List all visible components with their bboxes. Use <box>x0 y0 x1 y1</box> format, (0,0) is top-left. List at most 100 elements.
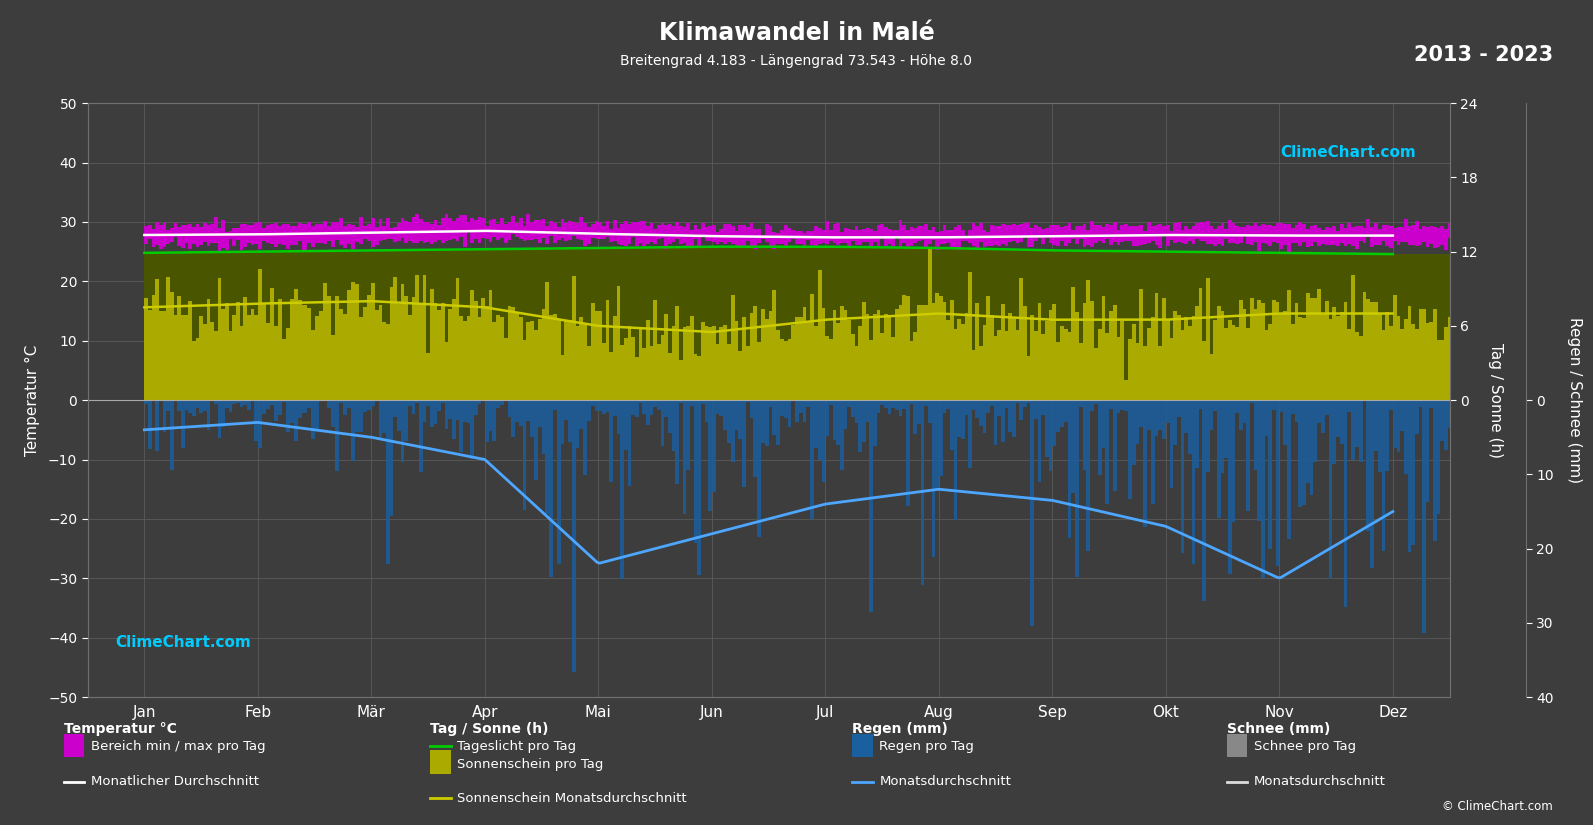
Bar <box>335 296 339 400</box>
Bar <box>258 252 261 400</box>
Bar <box>876 400 881 413</box>
Bar <box>769 311 773 400</box>
Bar <box>1370 254 1375 400</box>
Bar <box>664 224 667 249</box>
Bar <box>1144 252 1147 400</box>
Bar <box>199 400 202 413</box>
Bar <box>583 223 588 246</box>
Text: Monatsdurchschnitt: Monatsdurchschnitt <box>879 776 1012 788</box>
Bar <box>166 400 170 411</box>
Bar <box>1139 252 1144 400</box>
Bar <box>594 248 599 400</box>
Bar <box>1332 226 1337 245</box>
Bar <box>1172 252 1177 400</box>
Bar <box>1429 323 1434 400</box>
Bar <box>734 400 739 430</box>
Bar <box>935 233 938 249</box>
Bar <box>433 303 436 400</box>
Text: Schnee pro Tag: Schnee pro Tag <box>1254 740 1356 753</box>
Bar <box>1027 222 1031 247</box>
Bar <box>1351 253 1356 400</box>
Text: © ClimeChart.com: © ClimeChart.com <box>1442 799 1553 813</box>
Bar <box>1117 400 1120 413</box>
Bar <box>1329 400 1332 578</box>
Bar <box>177 227 182 246</box>
Bar <box>1000 304 1005 400</box>
Bar <box>765 400 769 446</box>
Bar <box>159 311 162 400</box>
Bar <box>422 223 427 243</box>
Bar <box>873 248 876 400</box>
Bar <box>1023 306 1027 400</box>
Bar <box>1086 229 1090 245</box>
Bar <box>698 400 701 574</box>
Bar <box>983 230 986 247</box>
Bar <box>1083 224 1086 247</box>
Bar <box>1400 254 1403 400</box>
Bar <box>515 249 519 400</box>
Bar <box>416 250 419 400</box>
Bar <box>628 248 631 400</box>
Bar <box>1147 252 1150 400</box>
Bar <box>523 340 527 400</box>
Bar <box>1454 400 1459 423</box>
Bar <box>580 400 583 429</box>
Bar <box>795 247 800 400</box>
Bar <box>1386 312 1389 400</box>
Bar <box>1200 222 1203 241</box>
Bar <box>306 222 311 243</box>
Bar <box>1053 304 1056 400</box>
Bar <box>350 282 355 400</box>
Bar <box>594 221 599 239</box>
Bar <box>538 248 542 400</box>
Bar <box>1016 330 1020 400</box>
Bar <box>1502 254 1507 400</box>
Bar <box>887 315 890 400</box>
Bar <box>1295 400 1298 422</box>
Bar <box>927 400 932 423</box>
Bar <box>605 400 610 412</box>
Bar <box>822 247 825 400</box>
Bar <box>1408 306 1411 400</box>
Bar <box>1301 400 1306 505</box>
Bar <box>397 400 401 431</box>
Bar <box>553 248 558 400</box>
Bar <box>1378 254 1381 400</box>
Bar <box>969 229 972 243</box>
Bar <box>964 314 969 400</box>
Bar <box>401 250 405 400</box>
Bar <box>1078 400 1083 408</box>
Bar <box>266 252 271 400</box>
Bar <box>1031 250 1034 400</box>
Bar <box>1180 230 1184 243</box>
Bar <box>1448 400 1451 428</box>
Bar <box>906 248 910 400</box>
Bar <box>335 400 339 471</box>
Bar <box>1314 400 1317 462</box>
Bar <box>781 230 784 244</box>
Bar <box>653 400 656 407</box>
Bar <box>1359 400 1362 462</box>
Bar <box>545 226 550 243</box>
Bar <box>1243 400 1246 423</box>
Bar <box>1064 328 1067 400</box>
Bar <box>1262 252 1265 400</box>
Bar <box>503 337 508 400</box>
Bar <box>1314 224 1317 243</box>
Bar <box>185 314 188 400</box>
Bar <box>765 318 769 400</box>
Bar <box>484 249 489 400</box>
Bar <box>1400 227 1403 242</box>
Bar <box>290 400 295 423</box>
Bar <box>1279 400 1284 412</box>
Bar <box>1329 228 1332 245</box>
Bar <box>1451 308 1454 400</box>
Bar <box>405 221 408 243</box>
Bar <box>1502 300 1507 400</box>
Bar <box>720 247 723 400</box>
Bar <box>723 224 726 244</box>
Bar <box>1246 328 1251 400</box>
Bar <box>1133 400 1136 465</box>
Bar <box>464 321 467 400</box>
Bar <box>1094 225 1098 243</box>
